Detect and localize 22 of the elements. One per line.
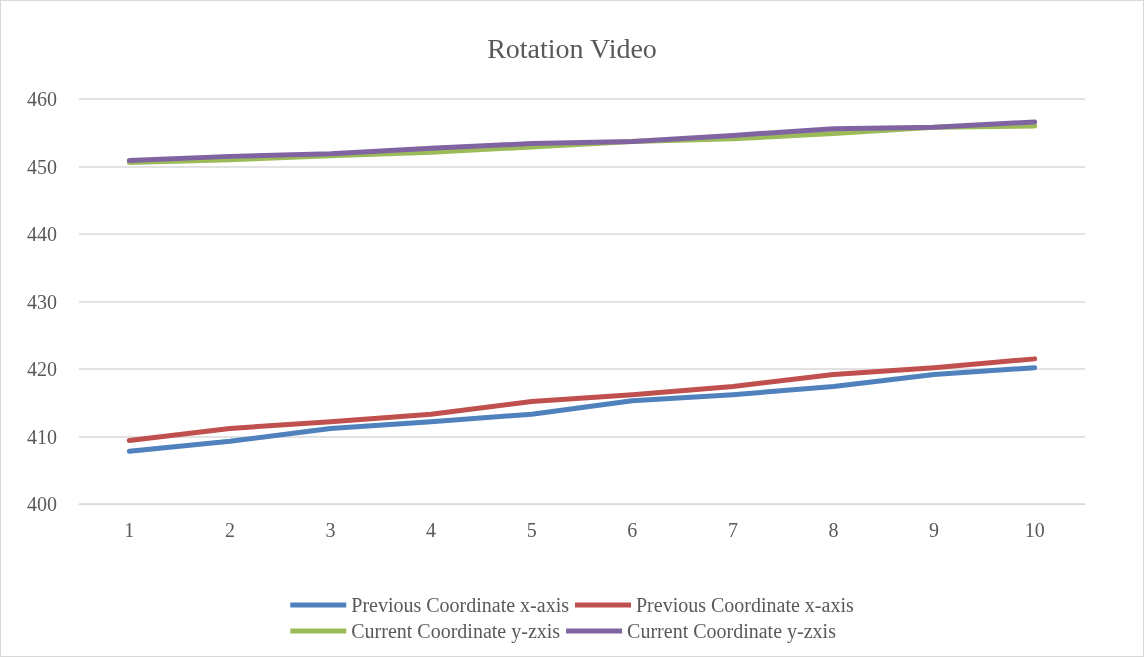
x-tick-label: 10 [1024,519,1045,541]
x-tick-label: 4 [426,519,437,541]
x-tick-label: 9 [929,519,940,541]
legend-label: Current Coordinate y-zxis [627,620,837,643]
x-tick-label: 7 [727,519,738,541]
x-tick-label: 2 [224,519,235,541]
x-tick-label: 8 [828,519,839,541]
x-tick-label: 3 [325,519,336,541]
legend-label: Previous Coordinate x-axis [351,594,570,616]
chart-title: Rotation Video [487,32,657,64]
y-tick-label: 410 [27,425,57,448]
x-tick-label: 5 [526,519,537,541]
y-tick-label: 450 [27,155,57,178]
x-tick-label: 1 [124,519,135,541]
y-tick-label: 400 [27,493,57,515]
y-tick-label: 460 [27,88,57,110]
y-tick-label: 440 [27,223,57,245]
y-tick-label: 420 [27,358,57,380]
x-tick-label: 6 [627,519,638,541]
y-tick-label: 430 [27,290,57,313]
legend-label: Previous Coordinate x-axis [636,594,854,616]
legend-label: Current Coordinate y-zxis [351,620,561,643]
